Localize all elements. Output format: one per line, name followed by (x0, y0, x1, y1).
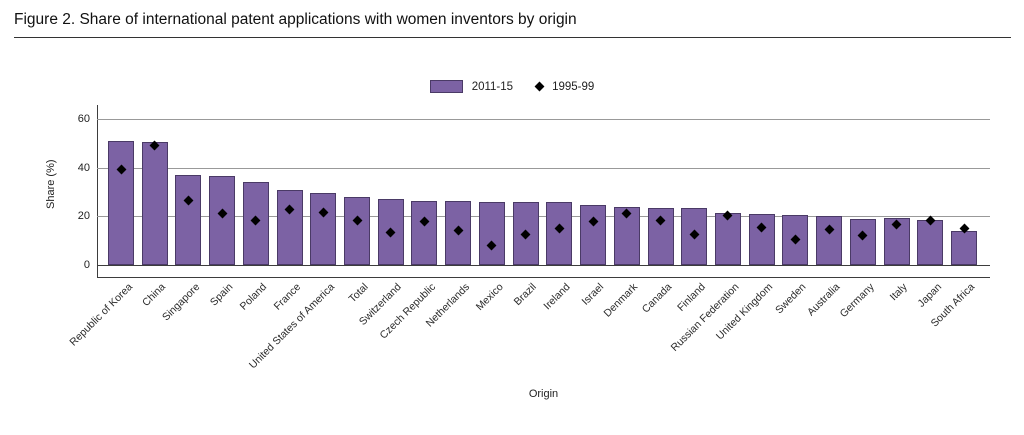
legend-bar-swatch (429, 80, 463, 93)
bar-united-kingdom (748, 213, 775, 265)
x-label-australia: Australia (805, 281, 843, 319)
legend-bar-label: 2011-15 (471, 80, 514, 93)
x-label-republic-of-korea: Republic of Korea (66, 281, 135, 349)
bar-russian-federation (714, 212, 741, 265)
x-label-france: France (271, 281, 304, 313)
bar-south-africa (951, 230, 977, 265)
bar-singapore (175, 175, 202, 265)
x-axis-title: Origin (528, 388, 559, 400)
bar-japan (917, 220, 944, 265)
bar-australia (816, 216, 843, 265)
x-axis-band-line (97, 277, 990, 278)
bar-republic-of-korea (108, 141, 134, 265)
x-label-ireland: Ireland (541, 281, 573, 313)
legend-dot-label: 1995-99 (552, 80, 595, 93)
y-axis-title: Share (%) (45, 159, 57, 209)
bar-ireland (546, 201, 573, 265)
x-label-brazil: Brazil (512, 281, 540, 309)
chart-legend: 2011-15 1995-99 (0, 80, 1024, 93)
gridline-40 (97, 167, 990, 169)
bar-china (141, 142, 168, 265)
y-tick-label-20: 20 (77, 210, 90, 223)
bar-total (344, 196, 371, 265)
bar-spain (209, 176, 236, 265)
y-tick-label-0: 0 (83, 259, 90, 271)
gridline-60 (97, 119, 990, 121)
x-label-italy: Italy (887, 281, 911, 304)
x-label-finland: Finland (674, 281, 708, 314)
bar-czech-republic (411, 200, 438, 265)
x-label-total: Total (346, 281, 371, 306)
x-label-canada: Canada (639, 281, 675, 316)
y-axis-line (97, 105, 98, 277)
figure-title: Figure 2. Share of international patent … (14, 11, 577, 28)
x-label-israel: Israel (579, 281, 607, 308)
x-label-poland: Poland (237, 281, 270, 313)
title-divider (14, 37, 1011, 38)
x-label-spain: Spain (208, 281, 236, 309)
bar-france (276, 189, 303, 265)
x-label-japan: Japan (915, 281, 944, 310)
x-label-china: China (140, 281, 169, 309)
y-tick-label-60: 60 (77, 113, 90, 126)
y-tick-label-40: 40 (77, 161, 90, 174)
bar-netherlands (445, 200, 472, 265)
bar-germany (849, 218, 876, 265)
x-label-denmark: Denmark (601, 281, 641, 320)
x-label-germany: Germany (837, 281, 877, 321)
x-axis-baseline (97, 265, 990, 266)
legend-diamond-icon (534, 81, 545, 92)
bar-mexico (478, 201, 505, 265)
x-label-mexico: Mexico (473, 281, 506, 314)
bar-united-states-of-america (310, 193, 337, 265)
gridline-20 (97, 216, 990, 218)
bar-israel (580, 205, 607, 265)
x-label-sweden: Sweden (773, 281, 809, 317)
